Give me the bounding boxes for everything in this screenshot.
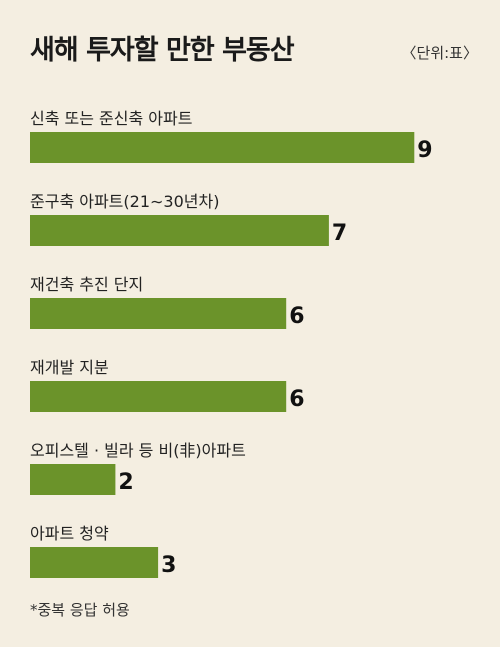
chart-title: 새해 투자할 만한 부동산	[30, 35, 295, 66]
bar	[30, 215, 329, 246]
value-label: 6	[289, 304, 304, 329]
value-label: 9	[417, 138, 432, 163]
unit-label: 〈단위:표〉	[401, 44, 478, 62]
category-label: 신축 또는 준신축 아파트	[30, 109, 192, 128]
bar	[30, 464, 116, 495]
bar	[30, 381, 287, 412]
category-label: 오피스텔 · 빌라 등 비(非)아파트	[30, 441, 246, 460]
category-label: 아파트 청약	[30, 524, 109, 543]
bar	[30, 132, 415, 163]
category-label: 재개발 지분	[30, 358, 109, 377]
category-label: 재건축 추진 단지	[30, 275, 143, 294]
value-label: 6	[289, 387, 304, 412]
value-label: 2	[118, 470, 133, 495]
bar	[30, 547, 159, 578]
bar	[30, 298, 287, 329]
footnote: *중복 응답 허용	[30, 601, 130, 619]
value-label: 3	[161, 553, 176, 578]
category-label: 준구축 아파트(21∼30년차)	[30, 192, 219, 211]
value-label: 7	[332, 221, 347, 246]
